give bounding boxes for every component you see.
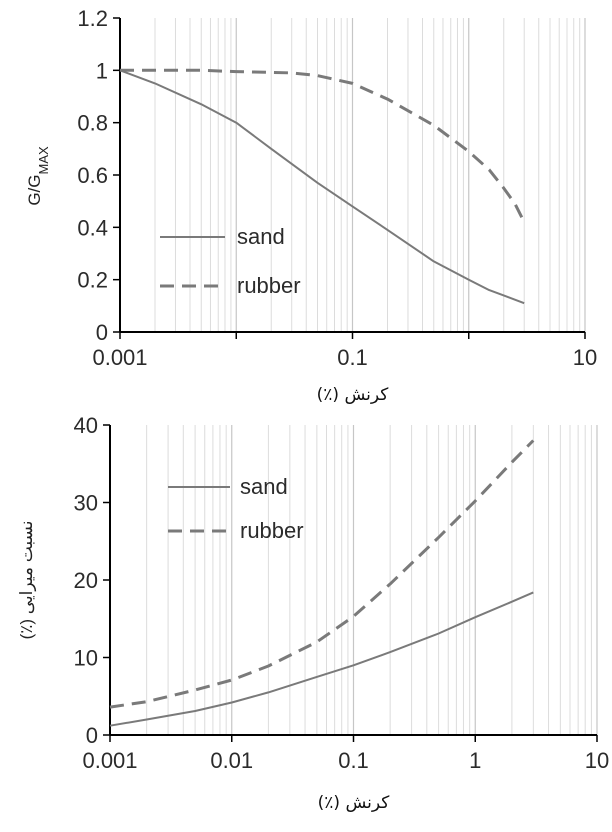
series-line-sand [109,591,534,727]
y-tick-label: 0.4 [77,215,108,240]
y-tick-label: 20 [74,568,98,593]
x-axis-label: کرنش (٪) [318,793,391,813]
plot-damping: 0 10 20 30 40 0.001 0.01 0.1 1 10 کرنش (٪) نسبت میر… [17,413,609,813]
series-line-rubber [120,68,526,223]
y-tick-label: 0.8 [77,111,108,136]
legend-label-rubber: rubber [237,273,301,298]
legend-label-sand: sand [237,224,285,249]
x-tick-label: 0.001 [82,748,137,773]
y-tick-label: 0 [86,723,98,748]
y-tick-label: 0.6 [77,163,108,188]
y-axis-label: G/GMAX [25,146,51,206]
x-axis-label: کرنش (٪) [317,385,390,405]
series-line-sand [119,69,525,305]
x-tick-label: 0.1 [338,748,369,773]
y-tick-label: 10 [74,646,98,671]
legend-label-rubber: rubber [240,518,304,543]
x-tick-label: 1 [469,748,481,773]
x-tick-label: 0.1 [337,345,368,370]
legend-label-sand: sand [240,474,288,499]
y-axis-label-sub: MAX [36,146,51,175]
y-axis-label-main: G/G [25,175,44,206]
y-tick-label: 1 [96,58,108,83]
x-tick-label: 10 [573,345,597,370]
y-tick-label: 40 [74,413,98,438]
y-tick-label: 0.2 [77,268,108,293]
x-tick-label: 10 [585,748,609,773]
x-tick-label: 0.01 [210,748,253,773]
y-tick-label: 1.2 [77,6,108,31]
y-tick-label: 30 [74,491,98,516]
y-tick-label: 0 [96,320,108,345]
y-axis-label: نسبت میرایی (٪) [17,521,37,640]
plot-g-gmax: 0 0.2 0.4 0.6 0.8 1 1.2 0.001 0.1 10 کرنش (٪) G/GMA… [25,6,597,405]
x-tick-label: 0.001 [92,345,147,370]
series-line-rubber [109,439,535,709]
